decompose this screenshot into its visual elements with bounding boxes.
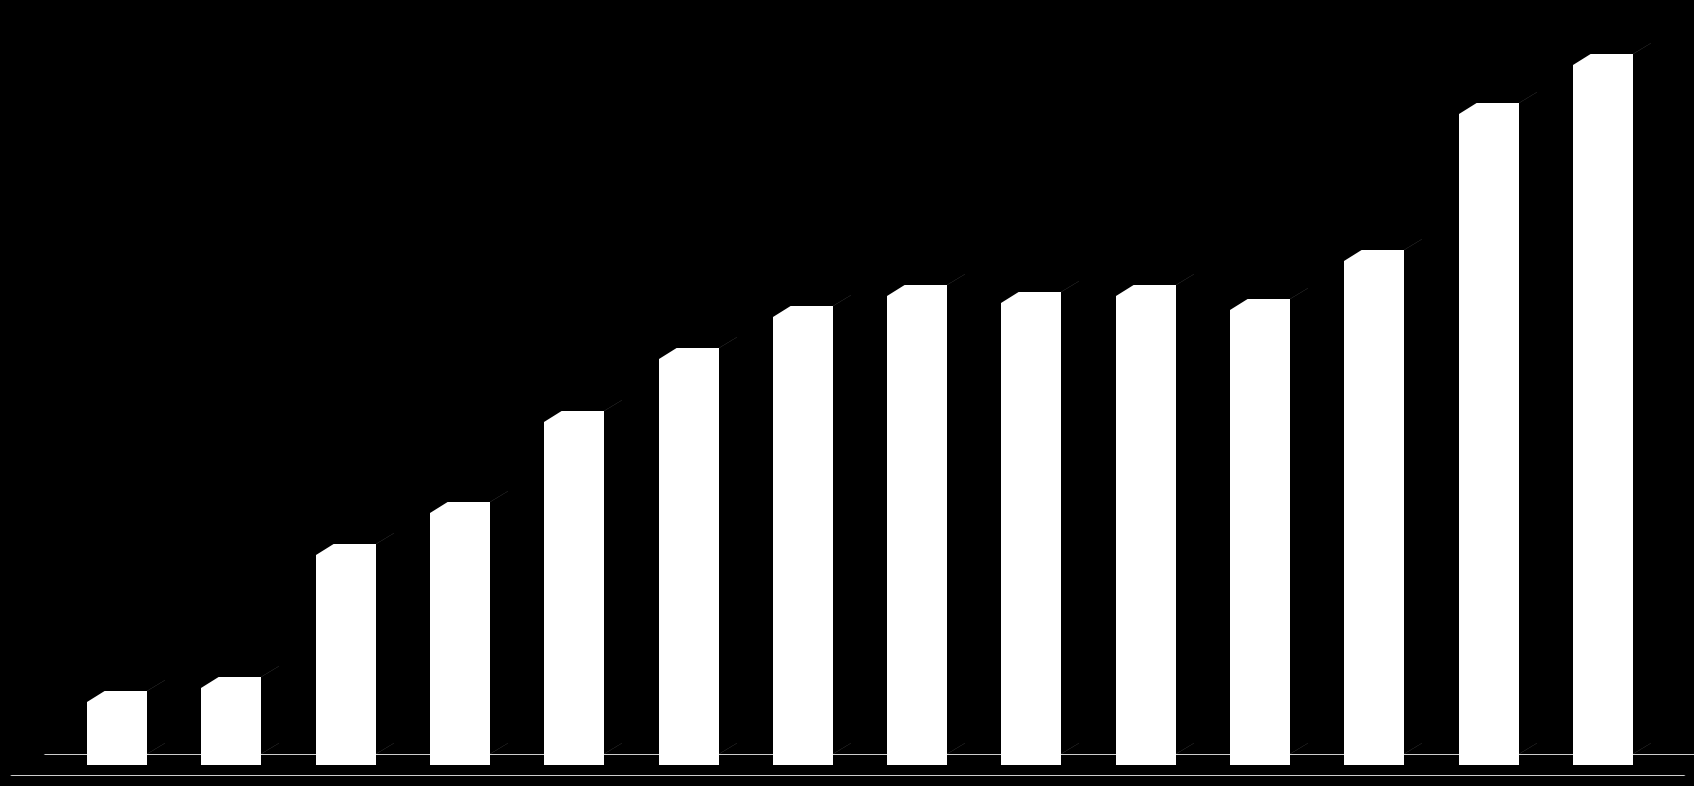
bar: [87, 702, 147, 765]
bar: [1573, 65, 1633, 765]
bar: [201, 688, 261, 765]
bar: [1344, 261, 1404, 765]
bar-chart: [0, 0, 1694, 786]
bar: [659, 359, 719, 765]
bar: [544, 422, 604, 765]
bar: [1459, 114, 1519, 765]
bar: [1230, 310, 1290, 765]
chart-floor: [10, 754, 1694, 776]
bar: [430, 513, 490, 765]
bar: [316, 555, 376, 765]
bar: [887, 296, 947, 765]
bar: [773, 317, 833, 765]
bar: [1116, 296, 1176, 765]
bar: [1001, 303, 1061, 765]
